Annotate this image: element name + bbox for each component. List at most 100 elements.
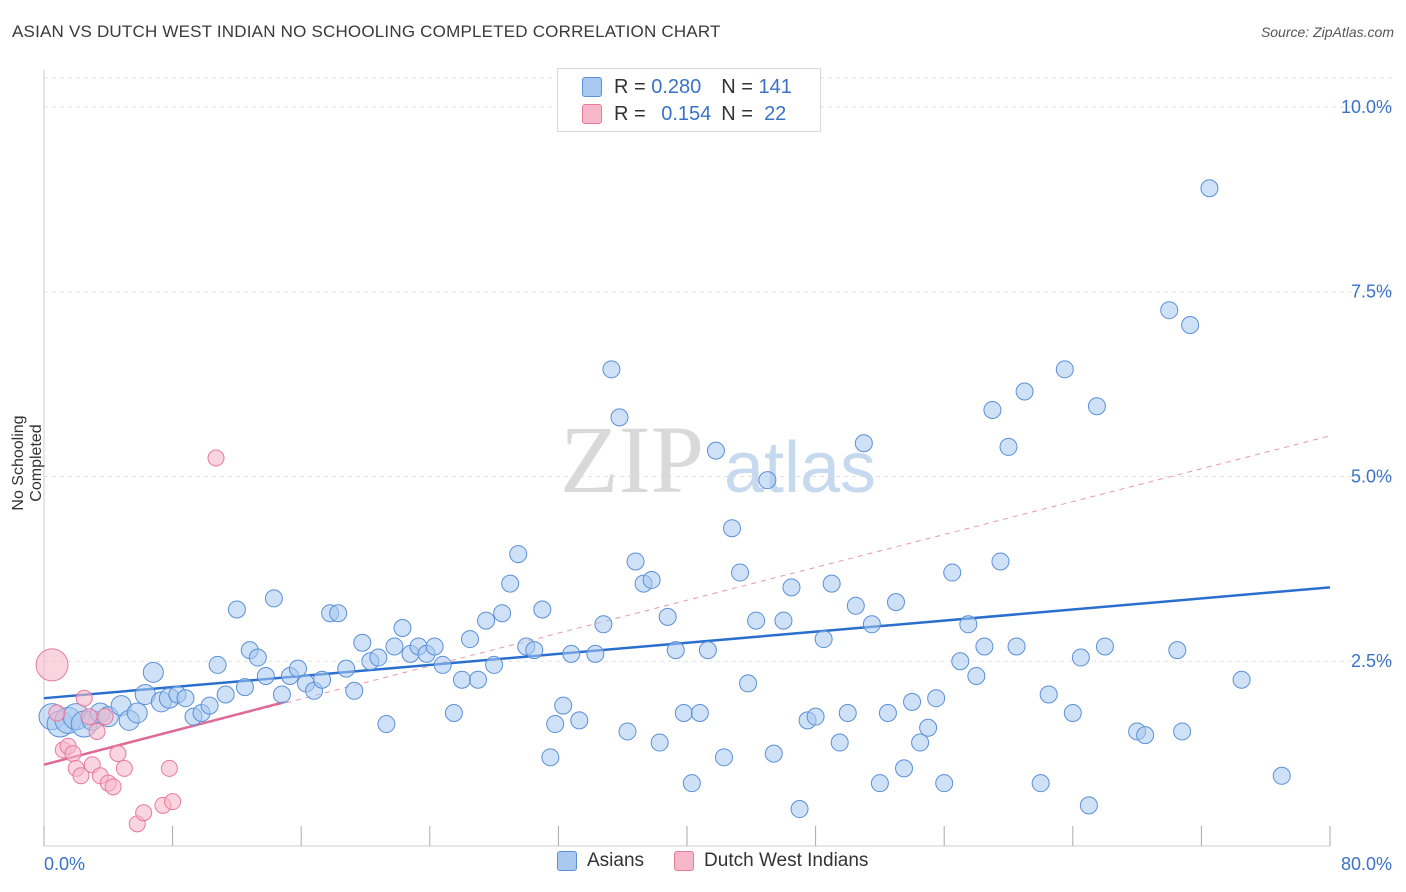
asian-point	[758, 471, 777, 490]
asian-point	[345, 681, 364, 700]
legend-label-dutch: Dutch West Indians	[704, 850, 869, 871]
asian-point	[337, 659, 356, 678]
dutch-point	[135, 804, 153, 822]
asian-point	[903, 692, 922, 711]
asian-point	[525, 641, 544, 660]
asian-point	[208, 655, 227, 674]
asian-point	[943, 563, 962, 582]
asian-point	[393, 618, 412, 637]
asian-point	[975, 637, 994, 656]
dutch-point	[96, 708, 114, 726]
asian-point	[227, 600, 246, 619]
dutch-point	[64, 745, 82, 763]
asian-point	[313, 670, 332, 689]
asian-point	[501, 574, 520, 593]
asian-point	[650, 733, 669, 752]
x-tick-label: 0.0%	[44, 854, 85, 874]
dutch-trend-line	[43, 700, 286, 766]
r-label: R =	[614, 102, 646, 125]
asian-point	[927, 689, 946, 708]
asian-point	[235, 678, 254, 697]
y-tick-label: 10.0%	[1341, 97, 1392, 117]
dutch-point	[35, 648, 69, 682]
asian-point	[1007, 637, 1026, 656]
asian-point	[822, 574, 841, 593]
asian-point	[444, 703, 463, 722]
asian-point	[452, 670, 471, 689]
asian-point	[1160, 301, 1179, 320]
asian-point	[126, 702, 148, 724]
gridlines	[44, 77, 1392, 662]
asian-point	[485, 655, 504, 674]
asian-point	[216, 685, 235, 704]
asian-point	[983, 400, 1002, 419]
dutch-point	[160, 759, 178, 777]
asian-point	[1063, 703, 1082, 722]
y-tick-label: 2.5%	[1351, 651, 1392, 671]
n-value: 141	[758, 75, 792, 98]
dutch-point	[72, 767, 90, 785]
tick-labels: 2.5% 5.0% 7.5% 10.0% 0.0% 80.0%	[44, 97, 1392, 874]
asian-point	[477, 611, 496, 630]
asian-point	[999, 437, 1018, 456]
asian-point	[385, 637, 404, 656]
asian-point	[911, 733, 930, 752]
dutch-point	[109, 745, 127, 763]
asians-swatch	[582, 77, 602, 97]
dutch-point	[207, 449, 225, 467]
asian-point	[690, 703, 709, 722]
n-label: N =	[721, 75, 753, 98]
dutch-point	[48, 704, 66, 722]
asian-point	[642, 570, 661, 589]
asian-point	[554, 696, 573, 715]
asian-point	[329, 604, 348, 623]
asian-point	[806, 707, 825, 726]
asian-point	[1087, 397, 1106, 416]
dutch-point	[115, 759, 133, 777]
r-value: 0.280	[651, 75, 702, 98]
asian-point	[814, 630, 833, 649]
asian-point	[951, 652, 970, 671]
asian-point	[509, 545, 528, 564]
asian-point	[493, 604, 512, 623]
asian-point	[272, 685, 291, 704]
series-asians	[38, 179, 1291, 819]
asian-point	[626, 552, 645, 571]
asian-point	[533, 600, 552, 619]
dutch-point	[75, 689, 93, 707]
x-tick-label: 80.0%	[1341, 854, 1392, 874]
asian-point	[1071, 648, 1090, 667]
y-tick-label: 7.5%	[1351, 282, 1392, 302]
asian-point	[460, 630, 479, 649]
watermark-atlas: atlas	[724, 428, 876, 508]
asian-point	[264, 589, 283, 608]
r-label: R =	[614, 75, 646, 98]
asian-point	[618, 722, 637, 741]
asian-point	[433, 655, 452, 674]
asian-point	[959, 615, 978, 634]
asian-point	[698, 641, 717, 660]
asian-point	[142, 661, 164, 683]
asian-point	[862, 615, 881, 634]
asian-point	[870, 774, 889, 793]
asian-point	[991, 552, 1010, 571]
asian-point	[546, 715, 565, 734]
dutch-point	[104, 778, 122, 796]
asian-point	[1039, 685, 1058, 704]
asian-point	[586, 644, 605, 663]
asian-point	[1200, 179, 1219, 198]
asian-point	[353, 633, 372, 652]
asian-point	[846, 596, 865, 615]
asian-point	[790, 800, 809, 819]
asian-point	[967, 667, 986, 686]
series-legend: Asians Dutch West Indians	[557, 850, 898, 872]
dutch-point	[80, 708, 98, 726]
asian-point	[658, 607, 677, 626]
asian-point	[1272, 766, 1291, 785]
asian-point	[838, 703, 857, 722]
correlation-legend: R = 0.280 N = 141 R = 0.154 N = 22	[557, 68, 821, 132]
asians-swatch	[557, 851, 577, 871]
asian-point	[1181, 315, 1200, 334]
watermark-zip: ZIP	[560, 406, 704, 513]
asian-point	[570, 711, 589, 730]
